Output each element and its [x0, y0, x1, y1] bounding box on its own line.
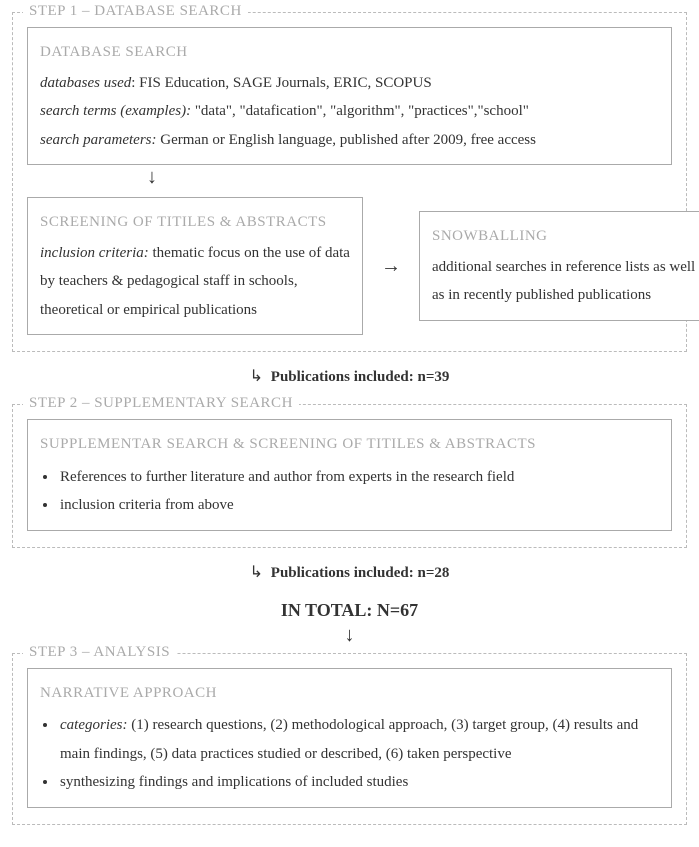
database-search-heading: DATABASE SEARCH	[40, 38, 659, 67]
narr-b1-label: categories:	[60, 717, 127, 733]
narr-b1-text: (1) research questions, (2) methodologic…	[60, 717, 638, 762]
pub1-line: ↳ Publications included: n=39	[12, 366, 687, 386]
db-line1-label: databases used	[40, 75, 131, 91]
db-line2-label: search terms (examples):	[40, 103, 191, 119]
db-line3-text: German or English language, published af…	[157, 132, 536, 148]
step2-box: STEP 2 – SUPPLEMENTARY SEARCH SUPPLEMENT…	[12, 404, 687, 548]
screening-heading: SCREENING OF TITILES & ABSTRACTS	[40, 208, 350, 237]
db-line1-text: : FIS Education, SAGE Journals, ERIC, SC…	[131, 75, 431, 91]
narrative-box: NARRATIVE APPROACH categories: (1) resea…	[27, 668, 672, 808]
narr-b1: categories: (1) research questions, (2) …	[58, 711, 659, 768]
supp-box: SUPPLEMENTAR SEARCH & SCREENING OF TITIL…	[27, 419, 672, 531]
narr-b2: synthesizing findings and implications o…	[58, 768, 659, 797]
step3-box: STEP 3 – ANALYSIS NARRATIVE APPROACH cat…	[12, 653, 687, 825]
supp-b2: inclusion criteria from above	[58, 491, 659, 520]
arrow-down-1: ↓	[27, 167, 672, 187]
snowballing-box: SNOWBALLING additional searches in refer…	[419, 211, 699, 321]
snowballing-heading: SNOWBALLING	[432, 222, 699, 251]
pub1-arrow-icon: ↳	[250, 368, 261, 385]
supp-heading: SUPPLEMENTAR SEARCH & SCREENING OF TITIL…	[40, 430, 659, 459]
db-line3-label: search parameters:	[40, 132, 157, 148]
db-line1: databases used: FIS Education, SAGE Jour…	[40, 69, 659, 98]
step3-label: STEP 3 – ANALYSIS	[23, 644, 176, 661]
db-line3: search parameters: German or English lan…	[40, 126, 659, 155]
step1-box: STEP 1 – DATABASE SEARCH DATABASE SEARCH…	[12, 12, 687, 352]
pub1-text: Publications included: n=39	[271, 369, 450, 385]
narrative-heading: NARRATIVE APPROACH	[40, 679, 659, 708]
pub2-text: Publications included: n=28	[271, 565, 450, 581]
db-line2-text: "data", "datafication", "algorithm", "pr…	[191, 103, 529, 119]
supp-bullets: References to further literature and aut…	[40, 463, 659, 520]
narrative-bullets: categories: (1) research questions, (2) …	[40, 711, 659, 797]
pub2-line: ↳ Publications included: n=28	[12, 562, 687, 582]
supp-b1: References to further literature and aut…	[58, 463, 659, 492]
arrow-right-1: →	[381, 256, 401, 276]
snowballing-text: additional searches in reference lists a…	[432, 253, 699, 310]
step1-label: STEP 1 – DATABASE SEARCH	[23, 3, 248, 20]
arrow-down-2: ↓	[12, 625, 687, 645]
database-search-box: DATABASE SEARCH databases used: FIS Educ…	[27, 27, 672, 165]
db-line2: search terms (examples): "data", "datafi…	[40, 97, 659, 126]
step2-label: STEP 2 – SUPPLEMENTARY SEARCH	[23, 395, 299, 412]
step1-row2: SCREENING OF TITILES & ABSTRACTS inclusi…	[27, 197, 672, 335]
screening-label: inclusion criteria:	[40, 245, 149, 261]
total-line: IN TOTAL: N=67	[12, 600, 687, 621]
screening-box: SCREENING OF TITILES & ABSTRACTS inclusi…	[27, 197, 363, 335]
pub2-arrow-icon: ↳	[250, 564, 261, 581]
screening-line: inclusion criteria: thematic focus on th…	[40, 239, 350, 325]
